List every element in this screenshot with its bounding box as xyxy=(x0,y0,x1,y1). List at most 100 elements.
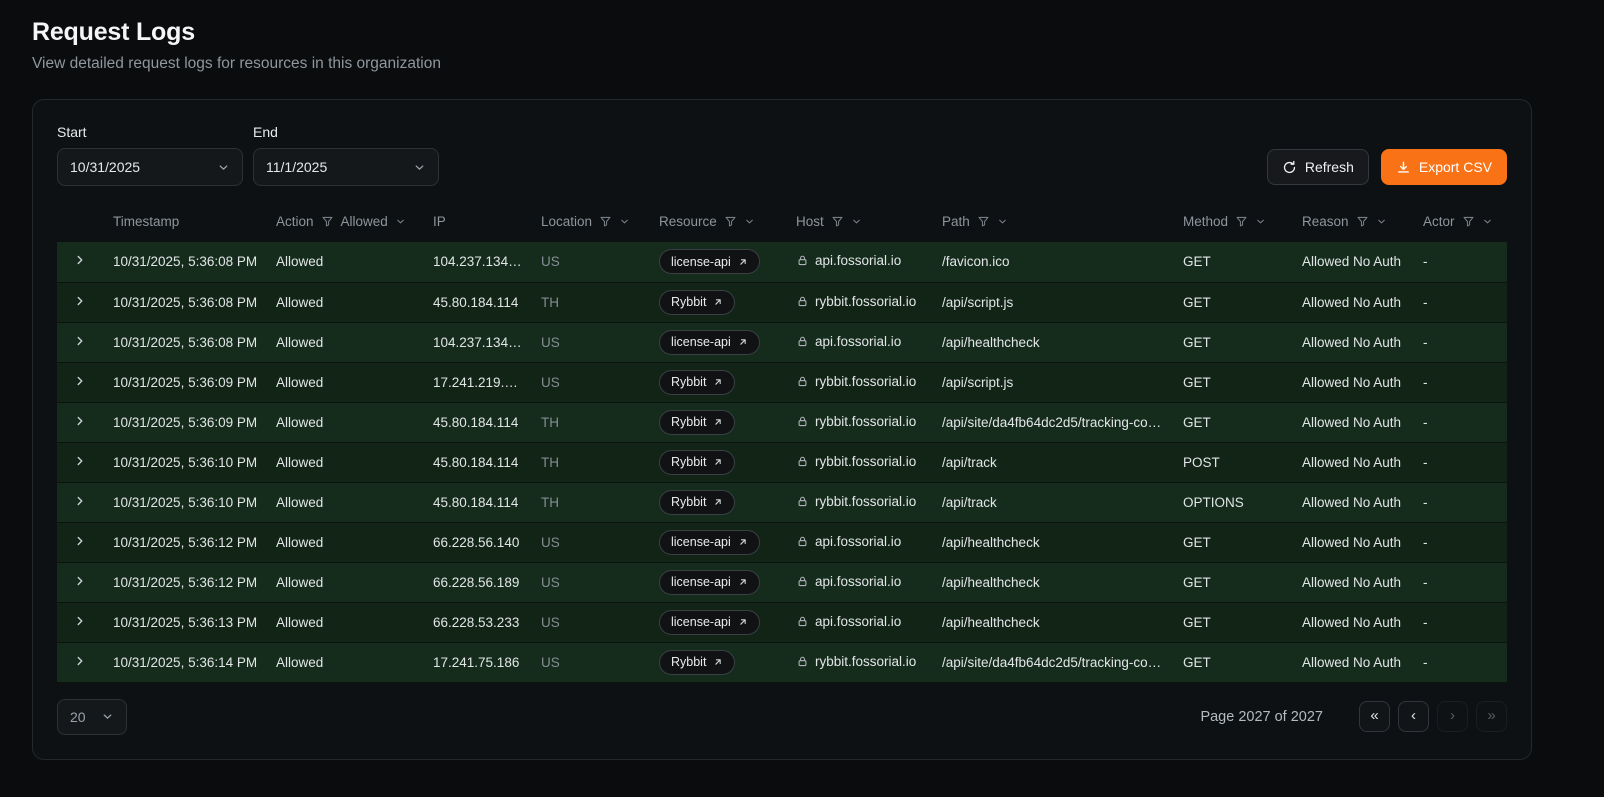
download-icon xyxy=(1396,160,1411,175)
resource-badge[interactable]: Rybbit xyxy=(659,409,736,435)
chevron-right-icon[interactable] xyxy=(65,534,87,548)
location-cell: TH xyxy=(541,494,559,510)
filter-icon[interactable] xyxy=(321,215,334,228)
table-row[interactable]: 10/31/2025, 5:36:10 PM Allowed 45.80.184.1… xyxy=(57,442,1507,482)
page-size-select[interactable]: 20 xyxy=(57,698,127,735)
resource-badge[interactable]: Rybbit xyxy=(659,369,736,395)
host-name: rybbit.fossorial.io xyxy=(815,653,917,669)
chevron-right-icon[interactable] xyxy=(65,294,87,308)
table-row[interactable]: 10/31/2025, 5:36:08 PM Allowed 45.80.184.1… xyxy=(57,282,1507,322)
external-link-icon xyxy=(738,577,748,587)
ip-cell: 104.237.134.64 xyxy=(433,254,527,270)
filter-icon[interactable] xyxy=(1462,215,1475,228)
timestamp-cell: 10/31/2025, 5:36:10 PM xyxy=(113,454,258,470)
lock-icon xyxy=(796,455,809,468)
chevron-right-icon[interactable] xyxy=(65,414,87,428)
resource-badge[interactable]: Rybbit xyxy=(659,449,736,475)
resource-name: Rybbit xyxy=(671,655,707,669)
host-name: rybbit.fossorial.io xyxy=(815,493,917,509)
resource-badge[interactable]: license-api xyxy=(659,249,760,275)
chevron-down-icon[interactable] xyxy=(395,216,406,227)
column-header-timestamp: Timestamp xyxy=(105,200,268,242)
filter-icon[interactable] xyxy=(1356,215,1369,228)
resource-badge[interactable]: Rybbit xyxy=(659,649,736,675)
table-row[interactable]: 10/31/2025, 5:36:09 PM Allowed 17.241.219.… xyxy=(57,362,1507,402)
expand-cell xyxy=(57,402,105,442)
table-row[interactable]: 10/31/2025, 5:36:12 PM Allowed 66.228.56.1… xyxy=(57,562,1507,602)
resource-cell: Rybbit xyxy=(651,402,788,442)
host-name: api.fossorial.io xyxy=(815,253,902,269)
reason-cell: Allowed No Auth xyxy=(1302,534,1402,550)
resource-badge[interactable]: license-api xyxy=(659,329,760,355)
host-name: rybbit.fossorial.io xyxy=(815,293,917,309)
resource-badge[interactable]: Rybbit xyxy=(659,489,736,515)
expand-cell xyxy=(57,482,105,522)
chevron-down-icon[interactable] xyxy=(1255,216,1266,227)
location-cell: US xyxy=(541,534,560,550)
chevron-down-icon[interactable] xyxy=(1482,216,1493,227)
table-row[interactable]: 10/31/2025, 5:36:13 PM Allowed 66.228.53.2… xyxy=(57,602,1507,642)
ip-cell: 66.228.53.233 xyxy=(433,614,520,630)
chevron-down-icon[interactable] xyxy=(1376,216,1387,227)
resource-badge[interactable]: license-api xyxy=(659,529,760,555)
path-cell: /favicon.ico xyxy=(942,254,1010,270)
path-cell: /api/site/da4fb64dc2d5/tracking-config xyxy=(942,654,1170,670)
resource-badge[interactable]: license-api xyxy=(659,609,760,635)
filter-icon[interactable] xyxy=(724,215,737,228)
pagination: Page 2027 of 2027 « ‹ › » xyxy=(1200,701,1507,732)
resource-badge[interactable]: license-api xyxy=(659,569,760,595)
host-cell: rybbit.fossorial.io xyxy=(788,642,934,682)
path-cell: /api/track xyxy=(942,454,997,470)
filter-icon[interactable] xyxy=(1235,215,1248,228)
action-cell: Allowed xyxy=(276,334,324,350)
host-cell: api.fossorial.io xyxy=(788,522,934,562)
expand-cell xyxy=(57,642,105,682)
start-date-select[interactable]: 10/31/2025 xyxy=(57,148,243,186)
filter-icon[interactable] xyxy=(599,215,612,228)
host-name: rybbit.fossorial.io xyxy=(815,373,917,389)
chevron-right-icon[interactable] xyxy=(65,253,87,267)
refresh-button[interactable]: Refresh xyxy=(1266,149,1369,185)
expand-cell xyxy=(57,442,105,482)
table-row[interactable]: 10/31/2025, 5:36:08 PM Allowed 104.237.134… xyxy=(57,242,1507,282)
expand-cell xyxy=(57,322,105,362)
chevron-down-icon[interactable] xyxy=(744,216,755,227)
external-link-icon xyxy=(713,457,723,467)
filter-selected-value: Allowed xyxy=(340,213,388,229)
export-csv-button[interactable]: Export CSV xyxy=(1380,149,1507,185)
table-row[interactable]: 10/31/2025, 5:36:08 PM Allowed 104.237.134… xyxy=(57,322,1507,362)
chevron-down-icon[interactable] xyxy=(851,216,862,227)
table-row[interactable]: 10/31/2025, 5:36:12 PM Allowed 66.228.56.1… xyxy=(57,522,1507,562)
chevron-down-icon[interactable] xyxy=(619,216,630,227)
table-row[interactable]: 10/31/2025, 5:36:09 PM Allowed 45.80.184.1… xyxy=(57,402,1507,442)
start-date-label: Start xyxy=(57,124,87,140)
column-header-action: Action Allowed xyxy=(268,200,425,242)
chevron-right-icon[interactable] xyxy=(65,374,87,388)
chevron-down-icon[interactable] xyxy=(997,216,1008,227)
end-date-select[interactable]: 11/1/2025 xyxy=(253,148,439,186)
resource-badge[interactable]: Rybbit xyxy=(659,289,736,315)
chevron-right-icon[interactable] xyxy=(65,454,87,468)
table-row[interactable]: 10/31/2025, 5:36:10 PM Allowed 45.80.184.1… xyxy=(57,482,1507,522)
host-cell: rybbit.fossorial.io xyxy=(788,362,934,402)
chevron-right-icon[interactable] xyxy=(65,334,87,348)
last-page-button[interactable]: » xyxy=(1476,701,1507,732)
resource-name: license-api xyxy=(671,535,731,549)
start-date-group: Start 10/31/2025 xyxy=(57,124,243,186)
end-date-value: 11/1/2025 xyxy=(266,159,328,175)
next-page-button[interactable]: › xyxy=(1437,701,1468,732)
timestamp-cell: 10/31/2025, 5:36:08 PM xyxy=(113,294,258,310)
first-page-button[interactable]: « xyxy=(1359,701,1390,732)
resource-name: Rybbit xyxy=(671,455,707,469)
chevron-right-icon[interactable] xyxy=(65,614,87,628)
chevron-right-icon[interactable] xyxy=(65,574,87,588)
filter-icon[interactable] xyxy=(977,215,990,228)
timestamp-cell: 10/31/2025, 5:36:12 PM xyxy=(113,574,258,590)
host-name: rybbit.fossorial.io xyxy=(815,413,917,429)
table-row[interactable]: 10/31/2025, 5:36:14 PM Allowed 17.241.75.1… xyxy=(57,642,1507,682)
chevron-right-icon[interactable] xyxy=(65,654,87,668)
filter-icon[interactable] xyxy=(831,215,844,228)
reason-cell: Allowed No Auth xyxy=(1302,334,1402,350)
chevron-right-icon[interactable] xyxy=(65,494,87,508)
prev-page-button[interactable]: ‹ xyxy=(1398,701,1429,732)
